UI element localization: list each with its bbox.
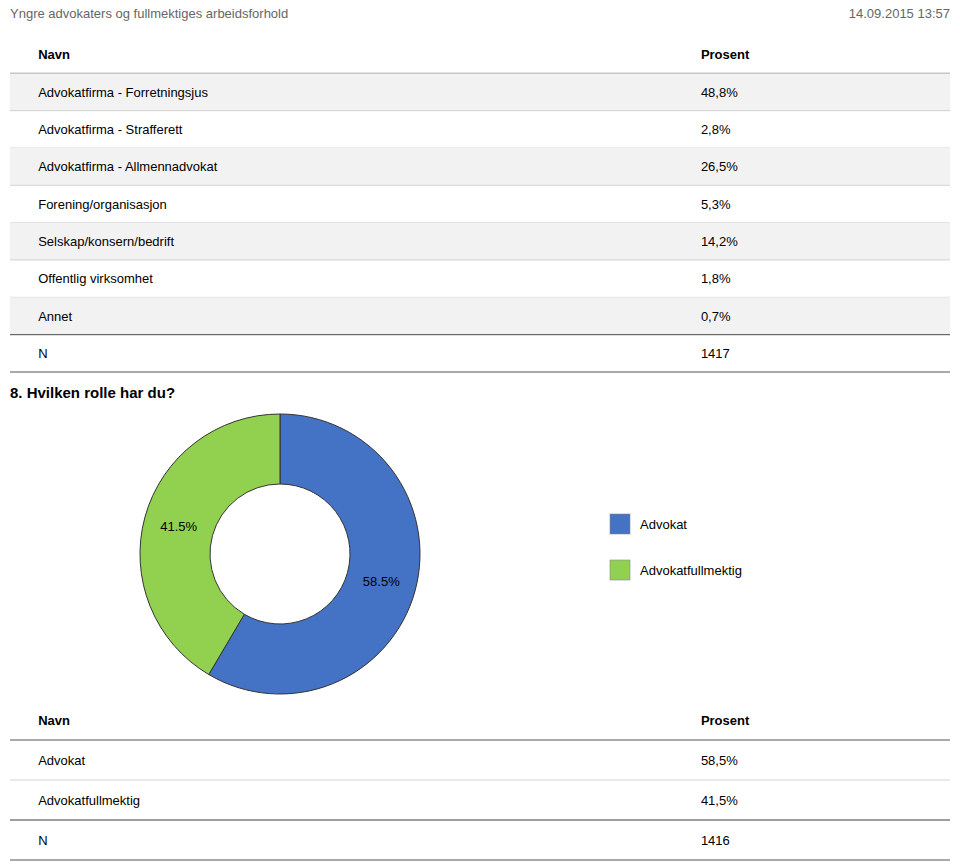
table-row <box>10 260 950 297</box>
legend-label: Advokat <box>640 517 687 532</box>
table-rule <box>10 820 950 821</box>
row-name: Selskap/konsern/bedrift <box>38 234 174 249</box>
table-rule <box>10 260 950 261</box>
table-row <box>10 223 950 260</box>
table-rule <box>10 780 950 781</box>
table-row <box>10 148 950 185</box>
table-row <box>10 185 950 222</box>
row-value: 0,7% <box>701 309 731 324</box>
row-name: Advokatfirma - Forretningsjus <box>38 85 208 100</box>
row-value: 2,8% <box>701 122 731 137</box>
row-name: N <box>38 833 47 848</box>
table-rule <box>10 334 950 335</box>
row-name: Annet <box>38 309 72 324</box>
table-header: Prosent <box>701 713 750 728</box>
data-label: 41.5% <box>160 519 197 534</box>
legend-swatch <box>610 514 630 534</box>
row-name: Advokat <box>38 753 85 768</box>
legend-swatch <box>610 560 630 580</box>
row-name: Advokatfirma - Allmennadvokat <box>38 159 218 174</box>
table: Navn Prosent Advokat 58,5% Advokatfullmektig… <box>10 713 950 860</box>
pie-chart: 8. Hvilken rolle har du? 58.5% 41.5% Advoka… <box>10 384 742 694</box>
table-header: Prosent <box>701 47 750 62</box>
table-header: Navn <box>38 713 70 728</box>
page: Yngre advokaters og fullmektiges arbeids… <box>0 0 960 867</box>
row-value: 41,5% <box>701 793 738 808</box>
slice <box>140 414 280 675</box>
table-row <box>10 820 950 860</box>
row-value: 26,5% <box>701 159 738 174</box>
row-value: 14,2% <box>701 234 738 249</box>
row-value: 1417 <box>701 346 730 361</box>
table-rule <box>10 334 950 335</box>
section-title: 8. Hvilken rolle har du? <box>10 384 175 401</box>
row-name: Advokatfirma - Strafferett <box>38 122 183 137</box>
legend: Advokat Advokatfullmektig <box>610 514 742 580</box>
row-value: 5,3% <box>701 197 731 212</box>
table-rule <box>10 371 950 372</box>
table-rule <box>10 185 950 186</box>
row-name: Advokatfullmektig <box>38 793 140 808</box>
table-row <box>10 740 950 780</box>
row-value: 1,8% <box>701 271 731 286</box>
table-row <box>10 297 950 334</box>
data-label: 58.5% <box>363 574 400 589</box>
row-value: 1416 <box>701 833 730 848</box>
legend-label: Advokatfullmektig <box>640 563 742 578</box>
row-value: 58,5% <box>701 753 738 768</box>
title: Yngre advokaters og fullmektiges arbeids… <box>10 6 288 21</box>
table: Navn Prosent Advokatfirma - Forretningsjus… <box>10 47 950 372</box>
table-rule <box>10 110 950 111</box>
table-row <box>10 780 950 820</box>
donut: 58.5% 41.5% <box>140 414 420 694</box>
table-row <box>10 335 950 372</box>
row-value: 48,8% <box>701 85 738 100</box>
date: 14.09.2015 13:57 <box>849 6 950 21</box>
table-header: Navn <box>38 47 70 62</box>
table-rule <box>10 859 950 860</box>
row-name: Offentlig virksomhet <box>38 271 153 286</box>
table-rule <box>10 820 950 821</box>
table-row <box>10 73 950 110</box>
row-name: Forening/organisasjon <box>38 197 167 212</box>
table-row <box>10 111 950 148</box>
row-name: N <box>38 346 47 361</box>
table-rule <box>10 740 950 741</box>
